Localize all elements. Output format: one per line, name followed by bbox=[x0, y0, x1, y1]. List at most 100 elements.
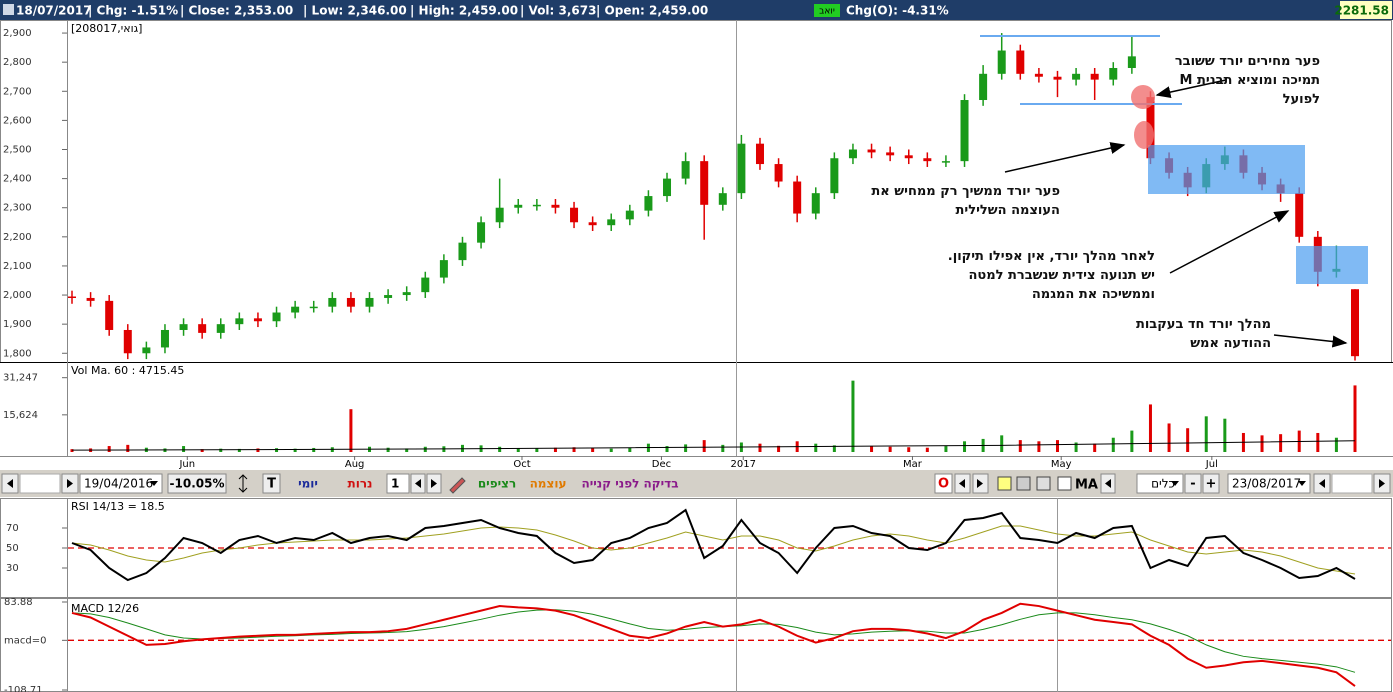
strength-button[interactable]: עוצמה bbox=[530, 477, 567, 491]
y-tick-label: 2,900 bbox=[3, 28, 32, 39]
candle-body bbox=[495, 207, 504, 223]
candle-body bbox=[532, 204, 541, 207]
volume-bar bbox=[535, 448, 539, 452]
y-tick-label: 1,900 bbox=[3, 319, 32, 330]
volume-bar bbox=[1055, 440, 1059, 452]
volume-bar bbox=[702, 440, 706, 452]
last-price-box bbox=[1340, 1, 1392, 19]
period-button[interactable]: יומי bbox=[298, 477, 318, 491]
candle-body bbox=[904, 155, 913, 159]
panel-title: Vol Ma. 60 : 4715.45 bbox=[71, 364, 184, 377]
volume-bar bbox=[1260, 435, 1264, 452]
style-button[interactable]: נרות bbox=[348, 477, 373, 491]
x-tick-label: 2017 bbox=[731, 459, 756, 470]
candle-body bbox=[793, 181, 802, 214]
o-button: O bbox=[938, 477, 949, 492]
header-bar bbox=[0, 0, 1393, 20]
volume-bar bbox=[349, 409, 353, 452]
ma-checkbox[interactable] bbox=[1057, 476, 1072, 491]
y-tick-label: 31,247 bbox=[3, 373, 38, 384]
last-price: 2281.58 bbox=[1334, 4, 1389, 18]
candle-body bbox=[365, 297, 374, 307]
panel-title: [208017,גואי] bbox=[71, 22, 142, 35]
indicator-line bbox=[71, 609, 1356, 673]
candle-body bbox=[663, 178, 672, 197]
annotation-line: תמיכה ומוציא תבנית M bbox=[1179, 73, 1320, 88]
volume-bar bbox=[758, 443, 762, 452]
color-button[interactable] bbox=[997, 476, 1012, 491]
candle-body bbox=[1072, 73, 1081, 80]
candle-body bbox=[123, 329, 132, 354]
y-tick-label: 50 bbox=[6, 543, 19, 554]
volume-bar bbox=[1334, 437, 1338, 452]
volume-ma-line bbox=[71, 440, 1356, 451]
indicator-line bbox=[71, 525, 1356, 575]
volume-bar bbox=[1223, 418, 1227, 452]
zoom-out: - bbox=[1190, 477, 1195, 492]
from-date-field[interactable] bbox=[79, 473, 163, 494]
tools-dropdown[interactable] bbox=[1136, 473, 1184, 494]
count: 1 bbox=[391, 477, 399, 491]
volume-bar bbox=[126, 444, 130, 452]
candle-body bbox=[514, 204, 523, 208]
candle-body bbox=[718, 193, 727, 205]
volume-bar bbox=[814, 443, 818, 452]
volume-bar bbox=[628, 447, 632, 452]
arrow-icon bbox=[415, 479, 421, 488]
volume-bar bbox=[405, 448, 409, 452]
x-tick-label: Jul bbox=[1205, 459, 1218, 470]
zoom-out-button[interactable] bbox=[1184, 473, 1202, 494]
candle-body bbox=[830, 158, 839, 194]
candle-body bbox=[588, 222, 597, 226]
indicator-line bbox=[71, 602, 1356, 687]
zoom-in: + bbox=[1206, 477, 1217, 492]
from-date: 19/04/2016 bbox=[84, 477, 153, 491]
y-tick-label: -108.71 bbox=[4, 685, 43, 692]
candle-body bbox=[755, 143, 764, 165]
candle-body bbox=[979, 73, 988, 101]
volume-bar bbox=[1093, 443, 1097, 452]
count-field[interactable] bbox=[386, 473, 410, 494]
grid-button[interactable] bbox=[1016, 476, 1031, 491]
header-change: | Chg: -1.51% bbox=[88, 4, 178, 18]
scroll-track-2[interactable] bbox=[1331, 473, 1373, 494]
zoom-in-button[interactable] bbox=[1202, 473, 1220, 494]
annotation-line: פער יורד ממשיך רק ממחיש את bbox=[871, 184, 1060, 199]
indicator-line bbox=[71, 508, 1356, 582]
volume-bar bbox=[293, 448, 297, 452]
candle-body bbox=[625, 210, 634, 220]
candle-body bbox=[923, 158, 932, 162]
arrow bbox=[1169, 210, 1290, 274]
arrow-icon bbox=[1319, 479, 1325, 488]
arrow-icon bbox=[7, 479, 13, 488]
candle-body bbox=[346, 297, 355, 307]
volume-bar bbox=[1111, 437, 1115, 452]
y-tick-label: 1,800 bbox=[3, 348, 32, 359]
panel-title: RSI 14/13 = 18.5 bbox=[71, 500, 165, 513]
candle-body bbox=[997, 50, 1006, 74]
candle-body bbox=[1351, 289, 1359, 357]
eraser-icon[interactable] bbox=[449, 477, 466, 494]
candle-body bbox=[737, 143, 746, 194]
text-tool-button[interactable] bbox=[262, 473, 281, 494]
toolbar-controls: 19/04/2016 -10.05% T יומי נרות 1 רציפים … bbox=[1, 473, 1391, 494]
change-box bbox=[167, 473, 227, 494]
to-date-field[interactable] bbox=[1227, 473, 1311, 494]
pre-buy-check-button[interactable]: בדיקה לפני קנייה bbox=[581, 477, 678, 491]
arrow bbox=[1273, 334, 1348, 348]
zoom-button[interactable] bbox=[1036, 476, 1051, 491]
scroll-track[interactable] bbox=[19, 473, 61, 494]
continuous-button[interactable]: רציפים bbox=[478, 477, 516, 491]
volume-bar bbox=[684, 444, 688, 452]
vertical-arrow-icon[interactable] bbox=[238, 474, 248, 493]
o-button-box[interactable] bbox=[934, 473, 953, 494]
candle-body bbox=[68, 296, 76, 299]
header-high: | High: 2,459.00 bbox=[410, 4, 518, 18]
x-tick-label: Oct bbox=[513, 459, 530, 470]
macd-frame bbox=[0, 598, 1392, 692]
dropdown-icon bbox=[1171, 481, 1179, 486]
badge bbox=[814, 4, 840, 17]
volume-bar bbox=[275, 448, 279, 452]
candle-body bbox=[1034, 73, 1043, 77]
annotation: מהלך יורד חד בעקבות ההודעה אמש bbox=[1136, 315, 1271, 353]
